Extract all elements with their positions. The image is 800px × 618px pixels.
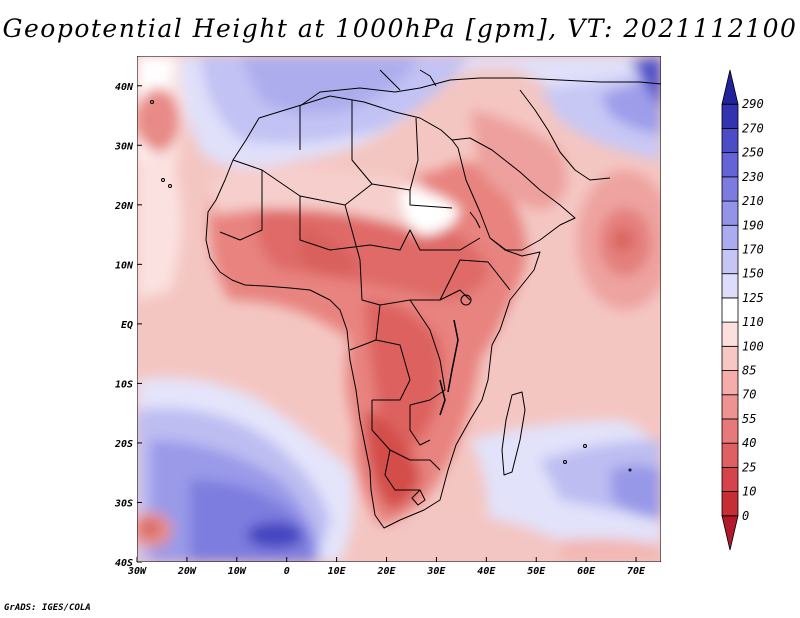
colorbar-swatch: [721, 442, 739, 468]
colorbar-swatch: [721, 515, 739, 551]
y-tick-label: 20N: [114, 201, 134, 212]
x-tick-label: 70E: [627, 566, 646, 577]
x-tick-label: 30W: [127, 566, 147, 577]
colorbar-label: 150: [742, 267, 764, 281]
y-axis: 40S 30S 20S 10S EQ 10N 20N 30N 40N: [114, 82, 142, 569]
colorbar-swatch: [721, 152, 739, 178]
colorbar-label: 55: [742, 412, 756, 426]
colorbar-label: 25: [742, 460, 756, 474]
colorbar-label: 0: [742, 509, 749, 523]
y-tick-label: 30S: [114, 498, 133, 509]
colorbar-label: 110: [742, 315, 764, 329]
madagascar-coastline: [501, 391, 526, 476]
colorbar-label: 230: [742, 170, 764, 184]
colorbar-swatch: [721, 394, 739, 420]
arabia-coastline: [451, 137, 576, 251]
colorbar-label: 170: [742, 242, 764, 256]
colorbar-swatch: [721, 466, 739, 492]
colorbar-swatch: [721, 200, 739, 226]
y-tick-label: 20S: [114, 439, 133, 450]
x-tick-label: 20E: [376, 566, 396, 577]
lake-malawi: [439, 379, 446, 416]
colorbar-swatch: [721, 297, 739, 323]
y-tick-label: 40N: [115, 82, 134, 93]
colorbar-swatch: [721, 491, 739, 517]
colorbar-swatch: [721, 176, 739, 202]
lake-tanganyika: [447, 319, 459, 393]
colorbar-label: 250: [742, 146, 764, 160]
y-tick-label: EQ: [121, 320, 133, 331]
coastlines: [150, 69, 661, 529]
y-tick-label: 30N: [114, 141, 134, 152]
colorbar-swatch: [721, 249, 739, 275]
x-tick-label: 10E: [328, 566, 347, 577]
colorbar-swatch: [721, 103, 739, 129]
colorbar-label: 270: [742, 121, 764, 135]
red-sea: [469, 211, 481, 229]
colorbar-label: 100: [742, 339, 764, 353]
colorbar-swatch: [721, 69, 739, 105]
x-axis: 30W 20W 10W 0 10E 20E 30E 40E 50E 60E 70E: [127, 557, 646, 577]
africa-coastline: [205, 95, 541, 529]
x-tick-label: 30E: [426, 566, 446, 577]
colorbar-label: 70: [742, 388, 756, 402]
map-panel: [137, 56, 661, 562]
x-tick-label: 60E: [577, 566, 596, 577]
x-tick-label: 20W: [177, 566, 197, 577]
y-tick-label: 10S: [115, 379, 133, 390]
colorbar: 0 10 25 40 55 70 85 100 110 125 150 170 190 210 230 250…: [721, 69, 764, 551]
lake-victoria: [460, 294, 472, 306]
colorbar-swatch: [721, 321, 739, 347]
x-tick-label: 0: [284, 566, 290, 577]
x-tick-label: 10W: [228, 566, 247, 577]
colorbar-label: 85: [742, 364, 756, 378]
y-tick-label: 10N: [115, 260, 134, 271]
colorbar-swatch: [721, 224, 739, 250]
colorbar-swatch: [721, 418, 739, 444]
geopotential-field: [137, 56, 661, 562]
x-tick-label: 40E: [477, 566, 496, 577]
colorbar-label: 125: [742, 291, 764, 305]
europe-coastline: [299, 77, 661, 107]
colorbar-swatch: [721, 370, 739, 396]
colorbar-swatch: [721, 273, 739, 299]
colorbar-label: 190: [742, 218, 764, 232]
colorbar-label: 210: [742, 194, 764, 208]
lesotho: [411, 489, 426, 506]
gulf-coastline: [519, 89, 611, 181]
grads-credit: GrADS: IGES/COLA: [4, 603, 91, 613]
colorbar-swatch: [721, 128, 739, 154]
colorbar-swatch: [721, 345, 739, 371]
colorbar-label: 10: [742, 485, 756, 499]
y-tick-label: 40S: [115, 558, 133, 569]
chart-title: Geopotential Height at 1000hPa [gpm], VT…: [2, 14, 798, 43]
colorbar-label: 290: [742, 97, 764, 111]
x-tick-label: 50E: [527, 566, 546, 577]
colorbar-label: 40: [742, 436, 756, 450]
